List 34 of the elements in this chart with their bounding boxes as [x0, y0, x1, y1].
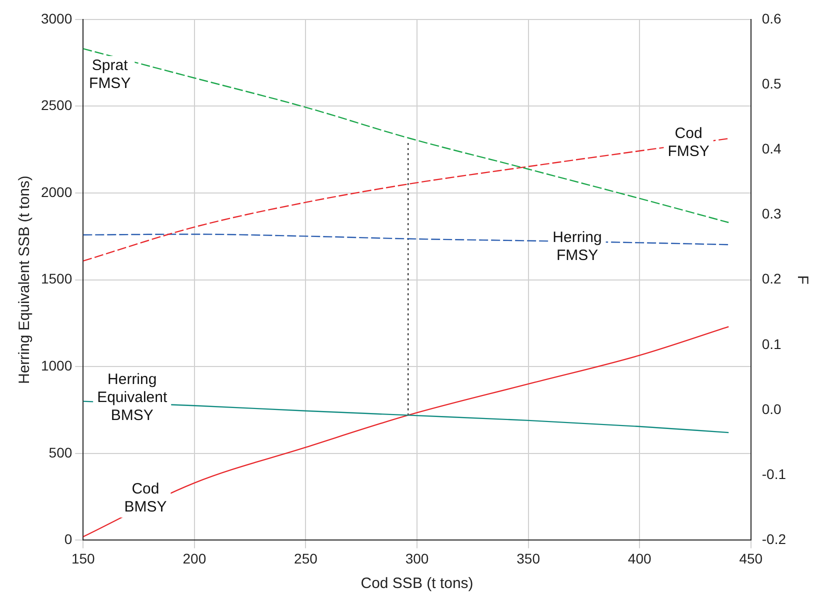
line-series [83, 326, 730, 538]
series-label: Herring FMSY [552, 228, 602, 264]
x-tick-label: 350 [516, 550, 540, 566]
y2-tick-label: 0.3 [762, 206, 782, 222]
x-tick-label: 200 [182, 550, 206, 566]
y2-tick-label: -0.1 [762, 466, 786, 482]
x-tick-label: 250 [294, 550, 318, 566]
series-label: Cod FMSY [668, 124, 710, 160]
y2-tick-label: 0.1 [762, 336, 782, 352]
y-tick-label: 2500 [40, 97, 72, 114]
series-label: Cod BMSY [124, 480, 167, 516]
y-tick-label: 500 [48, 444, 72, 460]
line-series [83, 138, 730, 262]
x-tick-label: 150 [71, 550, 96, 566]
series-label: Sprat FMSY [89, 57, 131, 92]
y2-tick-label: 0.2 [762, 270, 782, 287]
y-tick-label: 0 [64, 531, 72, 548]
y2-tick-label: 0.6 [762, 10, 782, 26]
series-label: Herring Equivalent BMSY [97, 370, 168, 424]
y-tick-label: 3000 [40, 10, 72, 26]
line-series [83, 48, 730, 224]
y2-axis-title: F [794, 275, 811, 284]
x-tick-label: 300 [405, 550, 429, 566]
y2-tick-label: 0.0 [762, 400, 782, 417]
y-axis-title: Herring Equivalent SSB (t tons) [16, 176, 34, 384]
y-tick-label: 1000 [40, 357, 72, 374]
y2-tick-label: 0.5 [762, 75, 782, 92]
x-tick-label: 450 [739, 550, 763, 566]
x-tick-label: 400 [628, 550, 652, 566]
y2-tick-label: -0.2 [762, 531, 786, 548]
y-tick-label: 1500 [40, 270, 72, 287]
y2-tick-label: 0.4 [762, 140, 782, 156]
x-axis-title: Cod SSB (t tons) [360, 575, 474, 592]
y-tick-label: 2000 [40, 184, 72, 200]
